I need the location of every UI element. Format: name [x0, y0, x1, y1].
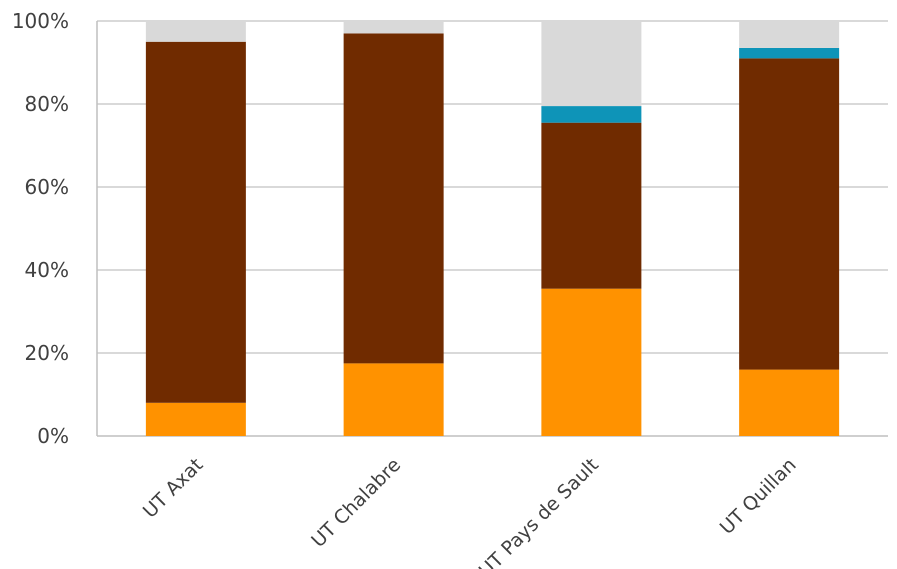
bar-segment-2 [343, 33, 444, 364]
bar-segment-4 [343, 21, 444, 34]
bar-segment-3 [739, 47, 840, 59]
x-tick-label: UT Quillan [716, 454, 801, 539]
bar-segment-1 [343, 363, 444, 436]
y-tick-label: 100% [12, 9, 69, 33]
bar-segment-1 [145, 402, 246, 436]
bar-segment-2 [739, 58, 840, 370]
y-axis-ticks: 0% 20% 40% 60% 80% 100% [12, 9, 69, 448]
bar-segment-2 [541, 122, 642, 289]
bar-segment-1 [541, 288, 642, 436]
bars [145, 21, 840, 436]
x-axis-ticks: UT Axat UT Chalabre UT Pays de Sault UT Qui… [139, 454, 801, 569]
bar-segment-2 [145, 41, 246, 403]
x-tick-label: UT Pays de Sault [475, 454, 603, 569]
bar-segment-3 [541, 106, 642, 123]
bar-segment-1 [739, 369, 840, 436]
y-tick-label: 60% [25, 175, 69, 199]
x-tick-label: UT Chalabre [307, 454, 405, 552]
y-tick-label: 80% [25, 92, 69, 116]
bar-segment-4 [145, 21, 246, 42]
x-tick-label: UT Axat [139, 454, 208, 523]
bar-segment-4 [739, 21, 840, 48]
bar-segment-4 [541, 21, 642, 107]
y-tick-label: 0% [37, 424, 69, 448]
y-tick-label: 40% [25, 258, 69, 282]
y-tick-label: 20% [25, 341, 69, 365]
